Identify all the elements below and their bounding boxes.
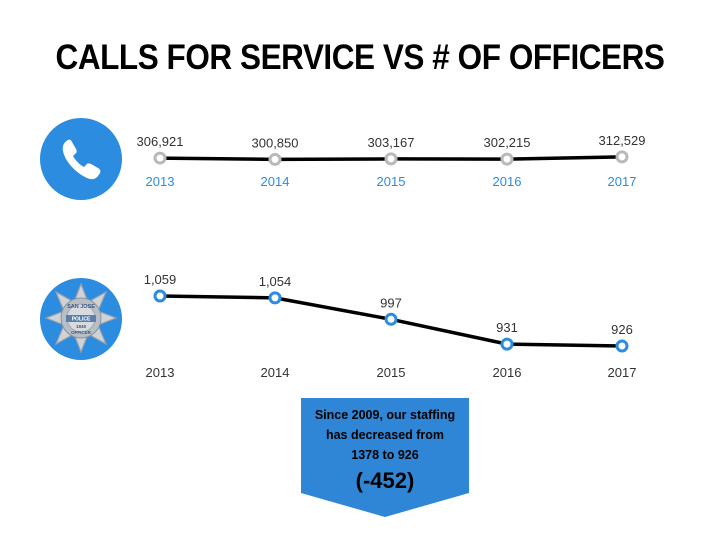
badge-text-middle: POLICE <box>72 317 91 323</box>
badge-text-top: SAN JOSE <box>67 304 95 310</box>
data-point-2-2017 <box>615 339 629 353</box>
data-point-2-2016 <box>500 337 514 351</box>
data-point-1-2013 <box>153 151 167 165</box>
callout-line-1: Since 2009, our staffing <box>314 408 456 422</box>
data-label-2-2016: 931 <box>496 320 518 335</box>
x-tick-label-2-2016: 2016 <box>493 365 522 380</box>
callout-line-3: 1378 to 926 <box>351 448 419 462</box>
data-point-1-2016 <box>500 152 514 166</box>
badge-text-year: 1849 <box>76 324 87 329</box>
data-label-1-2014: 300,850 <box>252 135 299 150</box>
x-tick-label-2-2017: 2017 <box>608 365 637 380</box>
callout-change: (-452) <box>355 468 415 493</box>
data-point-2-2014 <box>268 291 282 305</box>
x-tick-label-1-2014: 2014 <box>261 174 290 189</box>
x-tick-label-1-2015: 2015 <box>377 174 406 189</box>
data-point-1-2015 <box>384 152 398 166</box>
data-label-1-2017: 312,529 <box>599 133 646 148</box>
data-label-2-2014: 1,054 <box>259 274 292 289</box>
data-point-1-2014 <box>268 152 282 166</box>
x-tick-label-2-2015: 2015 <box>377 365 406 380</box>
page-title: CALLS FOR SERVICE VS # OF OFFICERS <box>55 38 665 77</box>
data-label-1-2016: 302,215 <box>484 135 531 150</box>
x-tick-label-2-2014: 2014 <box>261 365 290 380</box>
data-point-1-2017 <box>615 150 629 164</box>
callout-arrow-shape <box>301 398 469 517</box>
phone-icon <box>40 118 122 200</box>
x-tick-label-2-2013: 2013 <box>146 365 175 380</box>
x-tick-label-1-2016: 2016 <box>493 174 522 189</box>
data-label-2-2013: 1,059 <box>144 272 177 287</box>
data-label-2-2015: 997 <box>380 295 402 310</box>
x-tick-label-1-2013: 2013 <box>146 174 175 189</box>
data-label-2-2017: 926 <box>611 322 633 337</box>
badge-text-bottom: OFFICER <box>71 330 91 335</box>
staffing-callout: Since 2009, our staffing has decreased f… <box>301 398 469 518</box>
x-tick-label-1-2017: 2017 <box>608 174 637 189</box>
callout-line-2: has decreased from <box>325 428 445 442</box>
data-label-1-2015: 303,167 <box>368 135 415 150</box>
data-point-2-2013 <box>153 289 167 303</box>
data-point-2-2015 <box>384 312 398 326</box>
police-badge-icon: SAN JOSE POLICE 1849 OFFICER <box>40 278 122 360</box>
data-label-1-2013: 306,921 <box>137 134 184 149</box>
